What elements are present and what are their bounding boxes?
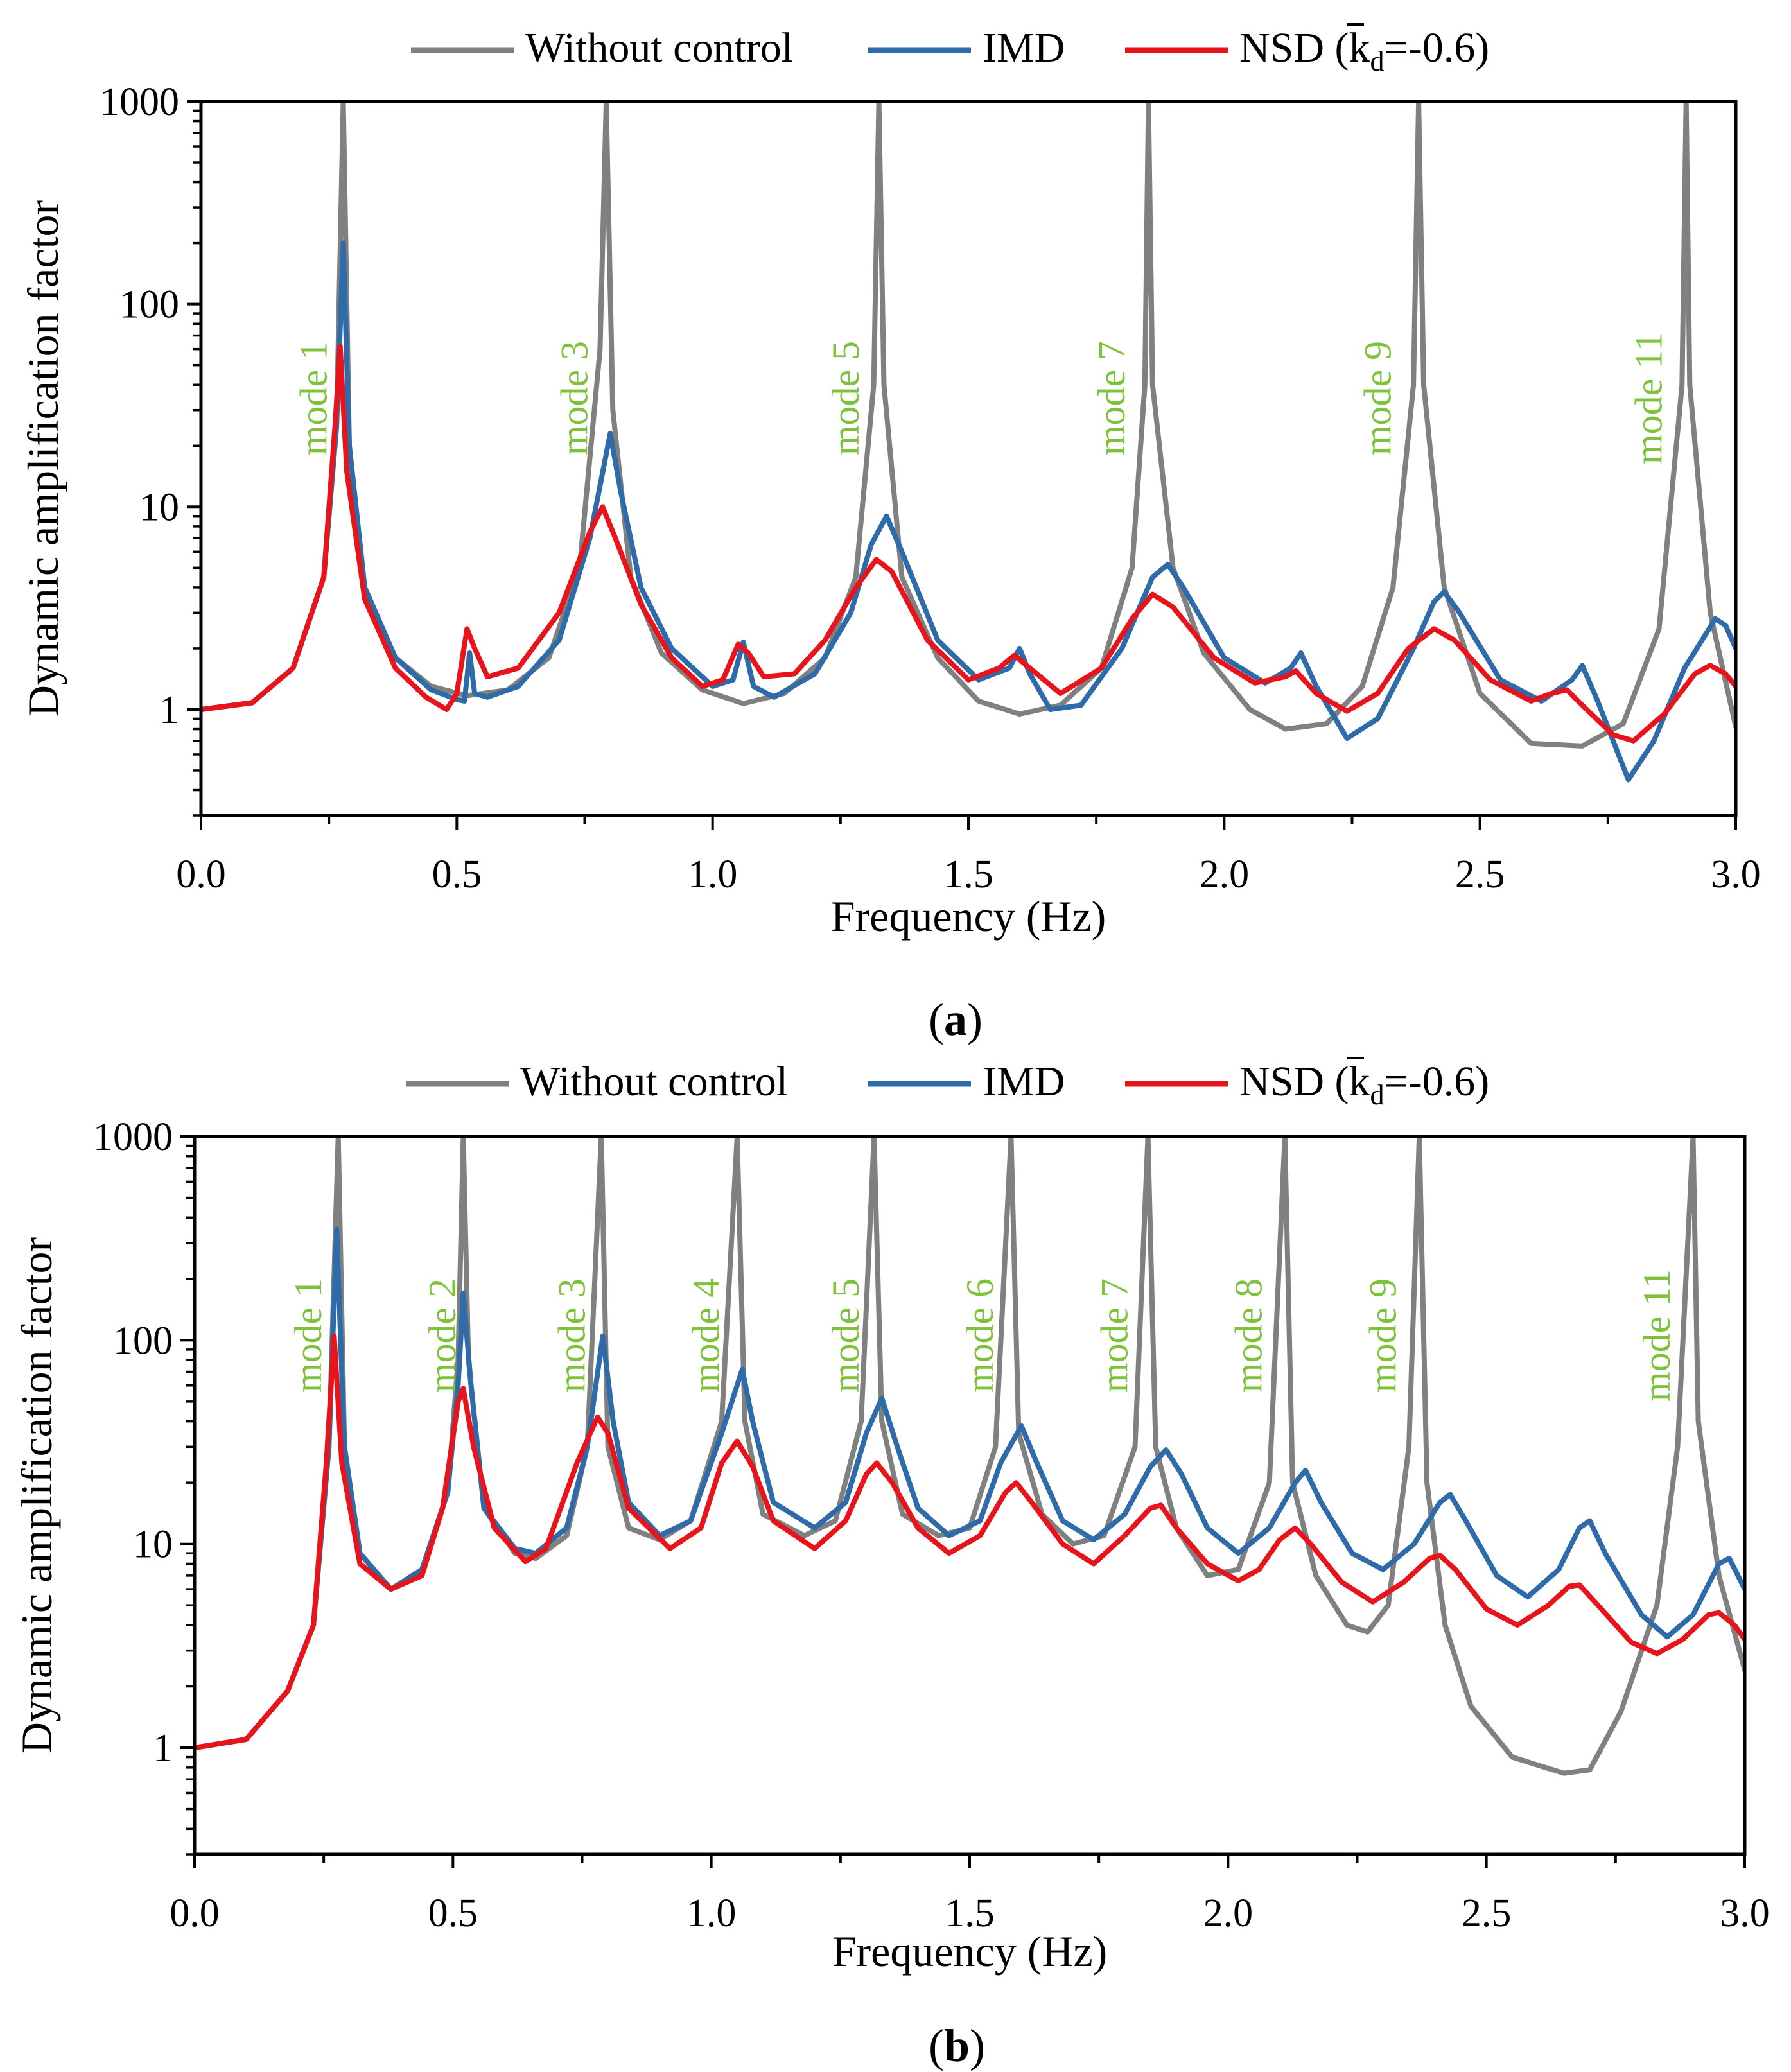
chart-panel-b: 0.0 0.5 1.0 1.5 2.0 2.5 3.0 1 10 100 1000 Frequency…: [12, 1115, 1770, 2071]
legend-a-without-label: Without control: [525, 24, 793, 71]
series-line-nsd-a: [201, 344, 1736, 744]
y-tick-label-b-2: 100: [113, 1319, 173, 1362]
x-tick-label-b-1: 0.5: [428, 1892, 478, 1935]
x-tick-label-b-4: 2.0: [1203, 1892, 1254, 1935]
y-tick-label-b-3: 1000: [93, 1115, 173, 1159]
mode-label-a-3: mode 7: [1090, 341, 1133, 455]
legend-a-nsd-sub: d: [1370, 46, 1385, 77]
y-tick-label-a-0: 1: [159, 688, 179, 732]
x-tick-label-b-0: 0.0: [170, 1892, 220, 1935]
x-tick-label-b-5: 2.5: [1462, 1892, 1512, 1935]
x-axis-label-a: Frequency (Hz): [831, 892, 1106, 941]
y-tick-label-a-3: 1000: [100, 80, 179, 124]
x-tick-label-a-0: 0.0: [176, 853, 226, 896]
x-axis-label-b: Frequency (Hz): [832, 1927, 1108, 1976]
series-group-b: [195, 1136, 1745, 1776]
y-axis-label-b: Dynamic amplification factor: [12, 1237, 61, 1754]
legend-b-nsd-sub: d: [1370, 1079, 1385, 1111]
x-tick-label-b-2: 1.0: [686, 1892, 737, 1935]
mode-label-a-2: mode 5: [825, 341, 867, 455]
mode-label-b-2: mode 3: [550, 1278, 593, 1393]
series-group-a: [201, 101, 1736, 783]
panel-caption-letter-a: a: [944, 994, 967, 1045]
series-line-without-a: [201, 101, 1736, 749]
mode-label-b-7: mode 8: [1228, 1278, 1270, 1393]
y-tick-label-a-1: 10: [139, 485, 179, 529]
x-tick-label-a-1: 0.5: [432, 853, 482, 896]
x-tick-label-a-3: 1.5: [943, 853, 993, 896]
series-line-without-b: [195, 1136, 1745, 1776]
panel-caption-open-a: (: [929, 994, 944, 1045]
series-line-imd-a: [201, 240, 1736, 783]
legend-b-nsd-label: NSD (kd=-0.6): [1239, 1058, 1489, 1111]
mode-label-b-6: mode 7: [1093, 1278, 1135, 1393]
legend-b-nsd-prefix: NSD (k: [1239, 1058, 1370, 1105]
legend-a-nsd-label: NSD (kd=-0.6): [1239, 24, 1489, 77]
panel-caption-letter-b: b: [944, 2020, 970, 2071]
mode-label-b-1: mode 2: [421, 1278, 464, 1393]
mode-label-b-8: mode 9: [1362, 1278, 1404, 1393]
mode-label-a-0: mode 1: [292, 341, 335, 455]
series-line-nsd-b: [195, 1333, 1745, 1751]
legend-a: Without control IMD NSD (kd=-0.6): [411, 23, 1489, 77]
plot-frame-b: [193, 1135, 1747, 1856]
x-tick-label-a-4: 2.0: [1200, 853, 1250, 896]
legend-a-imd-label: IMD: [983, 24, 1065, 71]
legend-a-nsd-prefix: NSD (k: [1239, 24, 1370, 71]
mode-label-b-9: mode 11: [1636, 1269, 1678, 1402]
mode-label-a-5: mode 11: [1628, 332, 1670, 464]
panel-caption-a: (a): [929, 994, 983, 1045]
y-tick-label-b-0: 1: [153, 1727, 173, 1770]
panel-caption-close-a: ): [967, 994, 983, 1045]
mode-label-b-3: mode 4: [685, 1278, 728, 1393]
x-tick-label-a-5: 2.5: [1455, 853, 1505, 896]
mode-label-b-4: mode 5: [825, 1278, 867, 1393]
mode-label-b-0: mode 1: [287, 1278, 329, 1393]
mode-label-a-1: mode 3: [554, 341, 596, 455]
legend-b-without-label: Without control: [520, 1058, 788, 1105]
plot-frame-a: [199, 100, 1738, 817]
y-tick-label-a-2: 100: [119, 283, 179, 327]
x-tick-label-b-6: 3.0: [1720, 1892, 1770, 1935]
y-axis-label-a: Dynamic amplification factor: [19, 200, 67, 717]
chart-panel-a: 0.0 0.5 1.0 1.5 2.0 2.5 3.0 1 10 100 1000 Frequency…: [19, 80, 1761, 1045]
legend-a-nsd-suffix: =-0.6): [1385, 24, 1490, 71]
mode-label-a-4: mode 9: [1356, 341, 1399, 455]
x-tick-label-b-3: 1.5: [945, 1892, 995, 1935]
legend-b-nsd-suffix: =-0.6): [1385, 1058, 1490, 1105]
series-line-imd-b: [195, 1226, 1745, 1751]
panel-caption-close-b: ): [970, 2020, 985, 2071]
y-tick-label-b-1: 10: [133, 1523, 173, 1567]
x-tick-label-a-2: 1.0: [688, 853, 738, 896]
mode-label-b-5: mode 6: [959, 1278, 1001, 1393]
legend-b-imd-label: IMD: [983, 1058, 1065, 1105]
panel-caption-open-b: (: [929, 2020, 944, 2071]
legend-b: Without control IMD NSD (kd=-0.6): [406, 1057, 1489, 1111]
x-tick-label-a-6: 3.0: [1711, 853, 1761, 896]
panel-caption-b: (b): [929, 2020, 985, 2071]
